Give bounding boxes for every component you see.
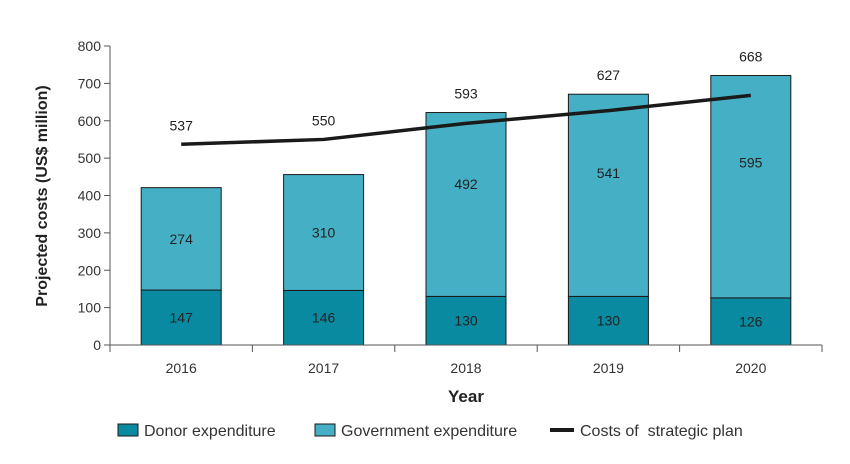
donor-value-label: 146 [312,310,336,326]
plan-value-label: 537 [170,117,194,133]
government-bar [710,75,792,299]
line-layer [181,93,751,147]
donor-bar [140,289,222,346]
x-tick-label: 2020 [735,360,766,376]
y-tick-label: 700 [78,75,102,91]
y-tick-label: 500 [78,150,102,166]
plan-value-label: 668 [739,49,763,65]
legend-donor-swatch [117,423,139,437]
x-tick-label: 2016 [166,360,197,376]
y-tick-label: 200 [78,262,102,278]
x-tick-label: 2019 [593,360,624,376]
bars-layer [140,75,792,346]
plan-value-label: 627 [597,67,621,83]
legend-donor-label: Donor expenditure [144,423,276,440]
plan-value-label: 550 [312,112,336,128]
y-tick-label: 800 [78,38,102,54]
y-ticks: 0 100 200 300 400 500 600 700 800 [78,38,110,353]
donor-value-label: 130 [597,313,621,329]
government-value-label: 492 [454,176,478,192]
y-tick-label: 600 [78,113,102,129]
x-tick-label: 2018 [450,360,481,376]
y-tick-label: 100 [78,300,102,316]
y-tick-label: 400 [78,188,102,204]
legend-government-swatch [314,423,336,437]
x-ticks: 2016 2017 2018 2019 2020 [109,345,823,376]
government-bar [140,187,222,291]
strategic-plan-line [181,93,751,147]
y-tick-label: 0 [93,337,101,353]
government-bar [425,112,507,297]
donor-value-label: 147 [170,310,194,326]
donor-bar [567,295,649,346]
y-tick-label: 300 [78,225,102,241]
government-value-label: 595 [739,154,763,170]
government-bar [283,174,365,291]
plan-value-label: 593 [454,86,478,102]
legend-plan-label: Costs of strategic plan [580,423,743,440]
donor-value-label: 126 [739,313,763,329]
y-axis-title: Projected costs (US$ million) [34,85,51,306]
legend: Donor expenditure Government expenditure C… [117,423,743,440]
legend-government-label: Government expenditure [341,423,517,440]
labels-layer: 147 274 146 310 130 492 130 541 126 595 537 550 593 6… [170,49,763,330]
x-tick-label: 2017 [308,360,339,376]
government-value-label: 274 [170,231,194,247]
government-bar [567,93,649,297]
government-value-label: 541 [597,165,621,181]
x-axis-title: Year [448,387,484,406]
government-value-label: 310 [312,225,336,241]
donor-value-label: 130 [454,313,478,329]
